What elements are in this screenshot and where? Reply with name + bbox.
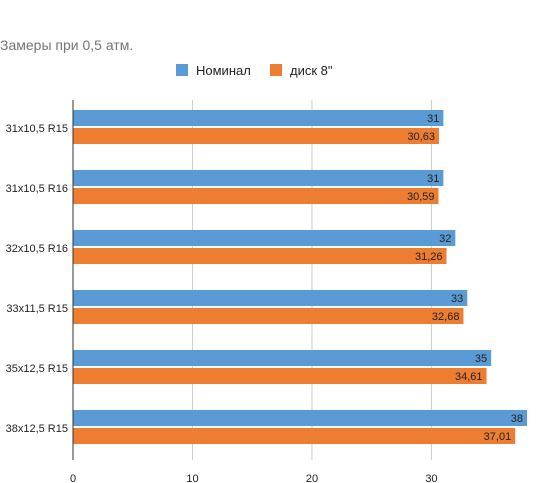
data-label: 31: [427, 173, 439, 185]
bar: [73, 350, 492, 366]
legend-swatch-nominal: [176, 64, 188, 76]
data-label: 32: [439, 233, 451, 245]
x-tick-label: 0: [70, 473, 76, 483]
data-label: 31: [427, 113, 439, 125]
labels: 0 10 20 30 31x10,5 R15 31 30,63 31x10,5 R16 31 30…: [6, 113, 523, 483]
legend-label-nominal: Номинал: [196, 63, 251, 78]
bar: [73, 110, 444, 126]
data-label: 30,63: [407, 131, 435, 143]
bar: [73, 290, 468, 306]
data-label: 31,26: [415, 251, 443, 263]
category-label: 35x12,5 R15: [6, 363, 68, 375]
x-tick-label: 30: [425, 473, 437, 483]
bar: [73, 170, 444, 186]
bar: [73, 410, 528, 426]
data-label: 35: [475, 353, 487, 365]
data-label: 33: [451, 293, 463, 305]
bar: [73, 128, 439, 144]
data-label: 32,68: [432, 311, 460, 323]
x-tick-label: 20: [306, 473, 318, 483]
x-tick-label: 10: [186, 473, 198, 483]
bar: [73, 428, 516, 444]
category-label: 38x12,5 R15: [6, 423, 68, 435]
legend-label-disk: диск 8": [290, 63, 333, 78]
category-label: 31x10,5 R16: [6, 183, 68, 195]
legend: Номинал диск 8": [176, 63, 333, 78]
bar: [73, 248, 447, 264]
data-label: 37,01: [484, 431, 512, 443]
category-label: 31x10,5 R15: [6, 123, 68, 135]
data-label: 30,59: [407, 191, 435, 203]
category-label: 32x10,5 R16: [6, 243, 68, 255]
bar: [73, 188, 439, 204]
chart-title: Замеры при 0,5 атм.: [0, 37, 133, 53]
data-label: 38: [511, 413, 523, 425]
category-label: 33x11,5 R15: [6, 303, 68, 315]
legend-swatch-disk: [270, 64, 282, 76]
bar: [73, 308, 464, 324]
gridlines: [191, 100, 432, 460]
bar: [73, 368, 487, 384]
data-label: 34,61: [455, 371, 483, 383]
bar: [73, 230, 456, 246]
bars: [73, 110, 528, 444]
